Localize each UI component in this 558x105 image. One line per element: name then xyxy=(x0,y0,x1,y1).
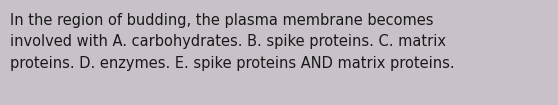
Text: In the region of budding, the plasma membrane becomes
involved with A. carbohydr: In the region of budding, the plasma mem… xyxy=(10,13,455,71)
